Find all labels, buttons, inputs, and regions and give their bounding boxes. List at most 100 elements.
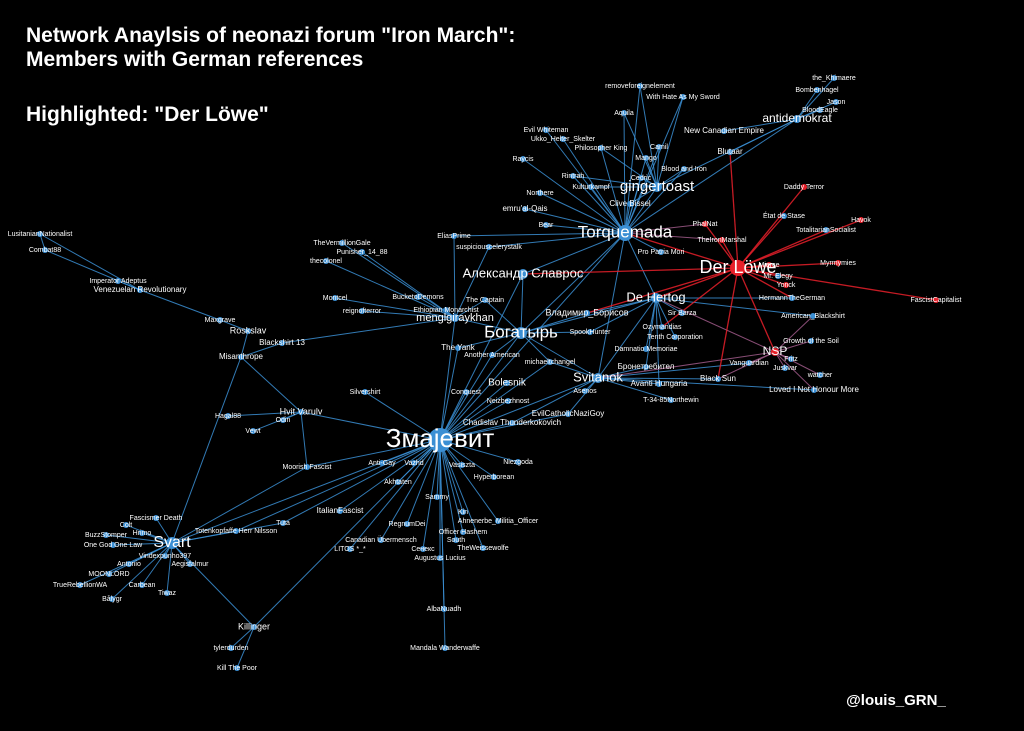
node — [234, 665, 240, 671]
node — [518, 269, 528, 279]
edge — [774, 351, 815, 391]
node-label: T-34-85Northewin — [643, 397, 699, 404]
node — [279, 340, 285, 346]
node — [543, 222, 549, 228]
node — [801, 184, 807, 190]
node — [621, 110, 627, 116]
node — [782, 365, 788, 371]
edge — [567, 377, 599, 415]
node-label: Vindexpunho397 — [139, 553, 192, 560]
edge — [624, 85, 641, 234]
node-label: TheIronMarshal — [697, 237, 746, 244]
node — [808, 338, 814, 344]
edge — [737, 267, 793, 299]
edge — [306, 439, 441, 468]
edge — [454, 246, 490, 319]
node-label: One God One Law — [84, 542, 143, 549]
edges — [39, 77, 937, 669]
edge — [729, 118, 798, 153]
node-label: Mierce — [758, 262, 779, 269]
edge — [491, 332, 522, 356]
node-label: antidemokrat — [762, 111, 832, 125]
edge — [171, 542, 255, 628]
node — [515, 459, 521, 465]
node — [404, 521, 410, 527]
edge — [774, 351, 821, 376]
node-label: Yonck — [777, 282, 796, 289]
node-label: Combat88 — [29, 247, 61, 254]
node — [788, 356, 794, 362]
node — [280, 520, 286, 526]
edge — [141, 542, 173, 586]
node-label: TotalitarianSocialist — [796, 227, 856, 234]
node — [451, 314, 459, 322]
node — [643, 364, 649, 370]
edge — [339, 439, 441, 512]
node-label: Kin — [458, 509, 468, 516]
edge — [655, 297, 660, 385]
edge — [439, 377, 599, 441]
node-label: Chadislav Thunderkokovich — [463, 418, 561, 427]
node-label: South — [447, 537, 465, 544]
edge — [439, 332, 522, 441]
node-label: Akhtaten — [384, 479, 412, 486]
node — [139, 530, 145, 536]
node — [547, 359, 553, 365]
node — [451, 233, 457, 239]
node — [339, 240, 345, 246]
edge — [539, 192, 626, 234]
node-label: Ahnenerbe_Militia_Officer — [458, 518, 539, 525]
edge — [511, 377, 599, 424]
edge — [597, 377, 719, 380]
edge — [524, 208, 626, 234]
node — [702, 221, 708, 227]
node-label: suspiciouscelerystalk — [456, 244, 522, 251]
node — [482, 297, 488, 303]
nodes: Змајевит Svart Torquemada Der Löwe Богатырь g… — [8, 75, 962, 672]
node — [304, 464, 310, 470]
edge — [590, 186, 626, 234]
node-label: the_Khimaere — [812, 75, 856, 82]
node-label: gingertoast — [620, 178, 695, 195]
edge — [600, 147, 658, 188]
node — [332, 295, 338, 301]
node — [77, 582, 83, 588]
node — [565, 411, 571, 417]
node — [817, 372, 823, 378]
node-label: Hvit Varulv — [280, 406, 323, 416]
edge — [439, 439, 457, 541]
node-label: Tenth Corporation — [647, 334, 703, 341]
edge — [737, 262, 839, 269]
node-label: Bolesnik — [488, 378, 527, 389]
node-label: Владимир_Борисов — [545, 307, 628, 317]
edge — [597, 377, 672, 401]
node-label: Avanti Hungaria — [631, 379, 688, 388]
node — [588, 184, 594, 190]
node — [486, 244, 492, 250]
edge — [600, 147, 626, 234]
node-label: Blackshirt 13 — [259, 338, 305, 347]
node — [793, 115, 801, 123]
edge — [439, 347, 459, 441]
edge — [774, 315, 814, 353]
edge — [439, 439, 519, 463]
node-label: Killinger — [238, 621, 270, 631]
node-label: Mandala Wanderwaffe — [410, 645, 480, 652]
node-label: Sammy — [425, 494, 449, 501]
node-label: TheVermillionGale — [313, 240, 370, 247]
node-label: Богатырь — [484, 322, 558, 341]
node — [463, 389, 469, 395]
node — [137, 287, 143, 293]
node — [781, 213, 787, 219]
edge — [139, 289, 221, 321]
edge — [656, 146, 660, 188]
node — [37, 231, 43, 237]
edge — [171, 356, 242, 544]
node-label: Maxgrave — [205, 317, 236, 324]
edge — [656, 96, 684, 188]
node-label: Бронетребител — [618, 362, 675, 371]
edge — [796, 77, 835, 120]
node-label: Niezgoda — [503, 459, 533, 466]
edge — [105, 534, 173, 544]
